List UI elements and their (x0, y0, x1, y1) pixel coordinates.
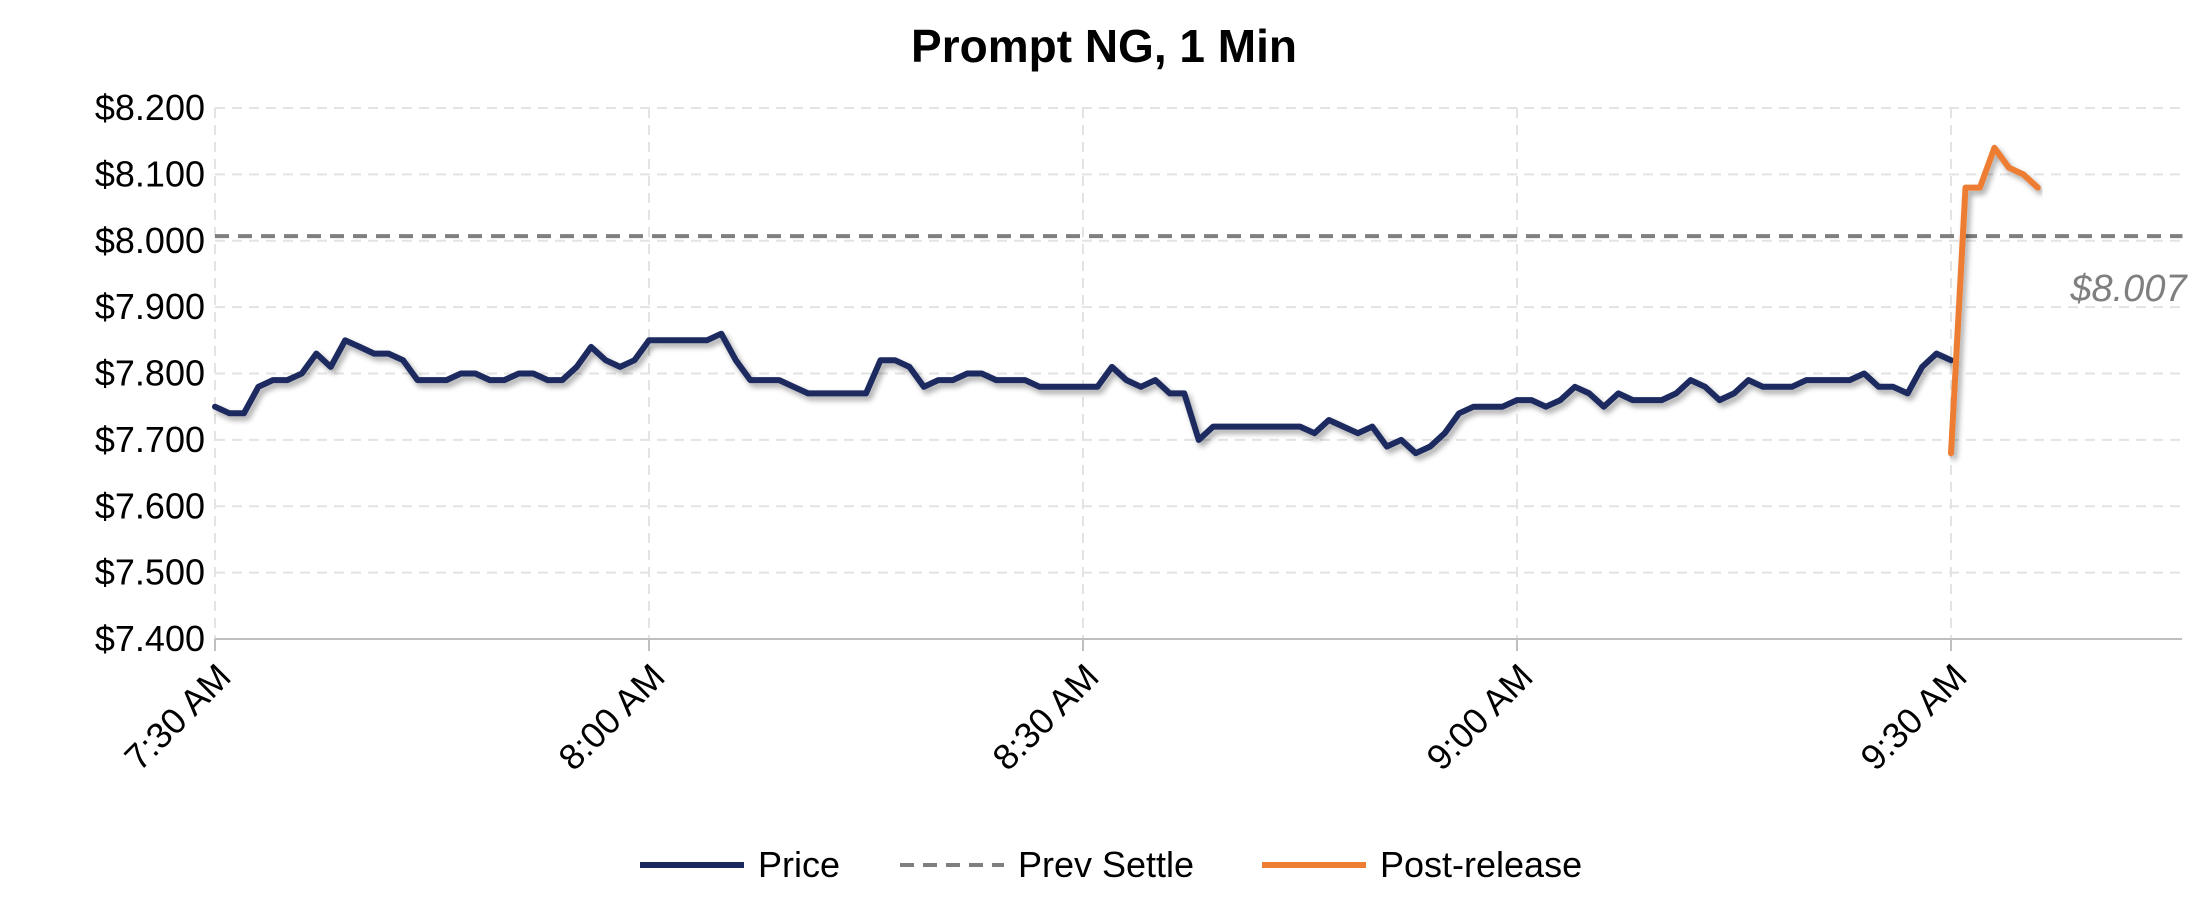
series-price (212, 330, 1954, 457)
axes: $7.400 $7.500 $7.600 $7.700 $7.800 $7.900 $8.0… (95, 87, 2182, 778)
y-tick-label: $7.700 (95, 419, 205, 460)
x-tick-label: 9:30 AM (1852, 656, 1974, 778)
annotations: $8.007 (2069, 268, 2188, 310)
x-tick-label: 7:30 AM (116, 656, 238, 778)
chart-title: Prompt NG, 1 Min (911, 20, 1297, 72)
annotation-label: $8.007 (2069, 268, 2188, 310)
series-post-release (1948, 144, 2041, 457)
grid (214, 107, 2182, 639)
y-tick-label: $7.800 (95, 353, 205, 394)
y-tick-label: $7.500 (95, 552, 205, 593)
plot-area (212, 144, 2183, 457)
x-tick-label: 8:00 AM (550, 656, 672, 778)
legend: Price Prev Settle Post-release (640, 844, 1582, 885)
y-tick-label: $8.000 (95, 220, 205, 261)
y-tick-label: $7.900 (95, 286, 205, 327)
legend-post-release: Post-release (1262, 844, 1582, 885)
legend-prev-settle: Prev Settle (900, 844, 1194, 885)
legend-prev-settle-label: Prev Settle (1018, 844, 1194, 885)
legend-price-label: Price (758, 844, 840, 885)
legend-price: Price (640, 844, 840, 885)
legend-post-release-label: Post-release (1380, 844, 1582, 885)
x-tick-label: 8:30 AM (984, 656, 1106, 778)
x-tick-label: 9:00 AM (1418, 656, 1540, 778)
y-tick-label: $7.400 (95, 618, 205, 659)
y-tick-label: $7.600 (95, 485, 205, 526)
y-tick-label: $8.200 (95, 87, 205, 128)
y-tick-label: $8.100 (95, 153, 205, 194)
